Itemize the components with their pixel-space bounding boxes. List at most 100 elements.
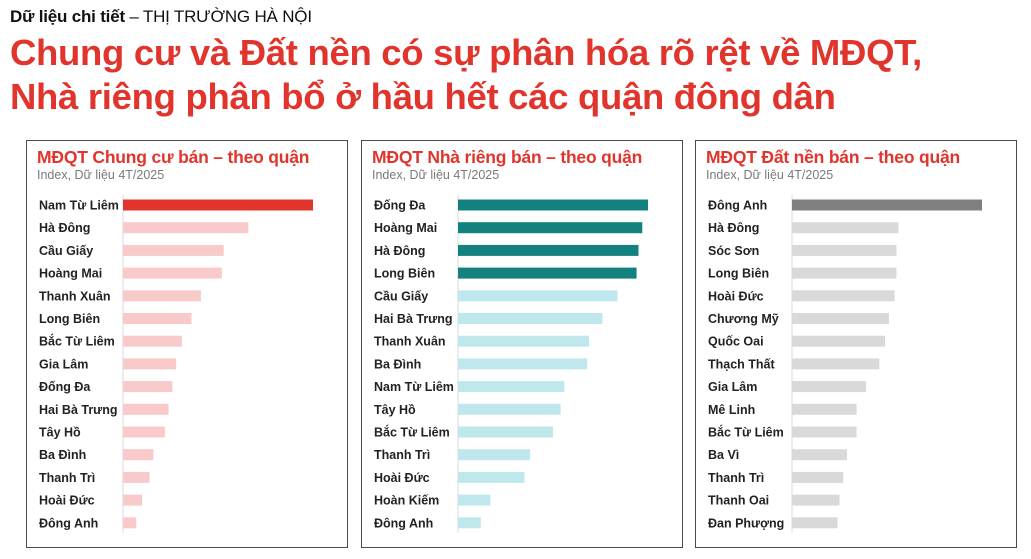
category-label: Mê Linh: [708, 403, 755, 417]
category-label: Hoài Đức: [708, 289, 764, 303]
category-label: Hoàng Mai: [374, 221, 437, 235]
chart-title: MĐQT Đất nền bán – theo quận: [706, 147, 960, 167]
headline-line-2: Nhà riêng phân bổ ở hầu hết các quận đôn…: [10, 76, 836, 117]
headline: Chung cư và Đất nền có sự phân hóa rõ rệ…: [10, 31, 1021, 119]
chart-svg-chung-cu: Nam Từ Liêm Hà Đông Cầu Giấy Hoàng Mai Thanh…: [39, 195, 313, 533]
bar: [792, 335, 886, 347]
bar: [792, 426, 857, 438]
category-label: Thanh Xuân: [374, 335, 446, 349]
bar: [123, 290, 201, 302]
bar: [792, 199, 982, 211]
bar: [458, 358, 588, 370]
bar: [792, 449, 848, 461]
category-label: Đống Đa: [39, 380, 91, 394]
category-label: Gia Lâm: [39, 357, 88, 371]
bar: [123, 494, 142, 506]
bar: [458, 199, 648, 211]
bar: [458, 449, 531, 461]
headline-line-1: Chung cư và Đất nền có sự phân hóa rõ rệ…: [10, 32, 922, 73]
category-label: Long Biên: [39, 312, 100, 326]
category-label: Thanh Xuân: [39, 289, 111, 303]
category-label: Hà Đông: [708, 221, 759, 235]
bar: [792, 244, 897, 256]
category-label: Hoài Đức: [374, 471, 430, 485]
category-label: Tây Hồ: [39, 426, 81, 440]
bar: [792, 222, 899, 234]
category-label: Bắc Từ Liêm: [374, 425, 450, 440]
bar: [792, 517, 838, 529]
bar: [792, 267, 897, 279]
chart-title: MĐQT Chung cư bán – theo quận: [37, 147, 310, 167]
bar: [458, 313, 603, 324]
bar: [792, 494, 840, 506]
category-label: Gia Lâm: [708, 380, 757, 394]
category-label: Nam Từ Liêm: [39, 199, 119, 213]
bar: [123, 222, 249, 234]
category-label: Bắc Từ Liêm: [39, 334, 115, 349]
category-label: Long Biên: [374, 267, 435, 281]
bar: [123, 426, 165, 438]
bar: [458, 471, 525, 483]
category-label: Đống Đa: [374, 199, 426, 213]
chart-svg-dat-nen: Đông Anh Hà Đông Sóc Sơn Long Biên Hoài Đức C…: [708, 195, 982, 533]
category-label: Nam Từ Liêm: [374, 380, 454, 394]
chart-subtitle: Index, Dữ liệu 4T/2025: [706, 168, 834, 182]
bar: [458, 267, 637, 279]
category-label: Thanh Trì: [39, 471, 95, 485]
category-label: Hà Đông: [374, 244, 425, 258]
bar: [123, 358, 177, 370]
bar: [123, 313, 192, 324]
bar: [458, 426, 553, 438]
category-label: Đông Anh: [374, 516, 433, 530]
bar: [123, 449, 154, 461]
bar: [123, 199, 313, 211]
category-label: Bắc Từ Liêm: [708, 425, 784, 440]
bar: [458, 381, 565, 393]
chart-panel-nha-rieng: MĐQT Nhà riêng bán – theo quận Index, Dữ…: [361, 140, 683, 548]
category-label: Quốc Oai: [708, 335, 764, 349]
bar: [123, 267, 222, 279]
page-header: Dữ liệu chi tiết – THỊ TRƯỜNG HÀ NỘI Chu…: [10, 6, 1021, 119]
bar: [792, 358, 880, 370]
category-label: Ba Vì: [708, 448, 739, 462]
bar: [458, 222, 643, 234]
kicker-rest: – THỊ TRƯỜNG HÀ NỘI: [124, 7, 312, 26]
bar: [792, 403, 857, 415]
category-label: Đan Phượng: [708, 516, 784, 530]
chart-subtitle: Index, Dữ liệu 4T/2025: [37, 168, 165, 182]
bar: [792, 313, 889, 324]
category-label: Thanh Trì: [374, 448, 430, 462]
chart-panel-chung-cu: MĐQT Chung cư bán – theo quận Index, Dữ …: [26, 140, 348, 548]
bar: [458, 290, 618, 302]
category-label: Hai Bà Trưng: [39, 403, 118, 417]
category-label: Hai Bà Trưng: [374, 312, 453, 326]
bar: [792, 471, 844, 483]
category-label: Chương Mỹ: [708, 312, 779, 326]
bar: [123, 381, 173, 393]
kicker-bold: Dữ liệu chi tiết: [10, 7, 125, 26]
category-label: Đông Anh: [39, 516, 98, 530]
category-label: Thạch Thất: [708, 357, 776, 371]
category-label: Hoàn Kiếm: [374, 494, 439, 508]
category-label: Hoài Đức: [39, 494, 95, 508]
bar: [458, 403, 561, 415]
bar: [123, 517, 137, 529]
chart-svg-nha-rieng: Đống Đa Hoàng Mai Hà Đông Long Biên Cầu Giấy…: [374, 195, 648, 533]
category-label: Đông Anh: [708, 199, 767, 213]
bar: [792, 381, 867, 393]
bar: [458, 517, 481, 529]
category-label: Long Biên: [708, 267, 769, 281]
category-label: Tây Hồ: [374, 403, 416, 417]
bar: [458, 494, 491, 506]
category-label: Hoàng Mai: [39, 267, 102, 281]
chart-title: MĐQT Nhà riêng bán – theo quận: [372, 147, 643, 167]
bar: [123, 244, 224, 256]
category-label: Ba Đình: [39, 448, 86, 462]
category-label: Thanh Trì: [708, 471, 764, 485]
category-label: Sóc Sơn: [708, 244, 759, 258]
kicker: Dữ liệu chi tiết – THỊ TRƯỜNG HÀ NỘI: [10, 6, 1021, 28]
bar: [123, 403, 169, 415]
bar: [123, 471, 150, 483]
category-label: Cầu Giấy: [374, 289, 428, 303]
category-label: Cầu Giấy: [39, 244, 93, 258]
